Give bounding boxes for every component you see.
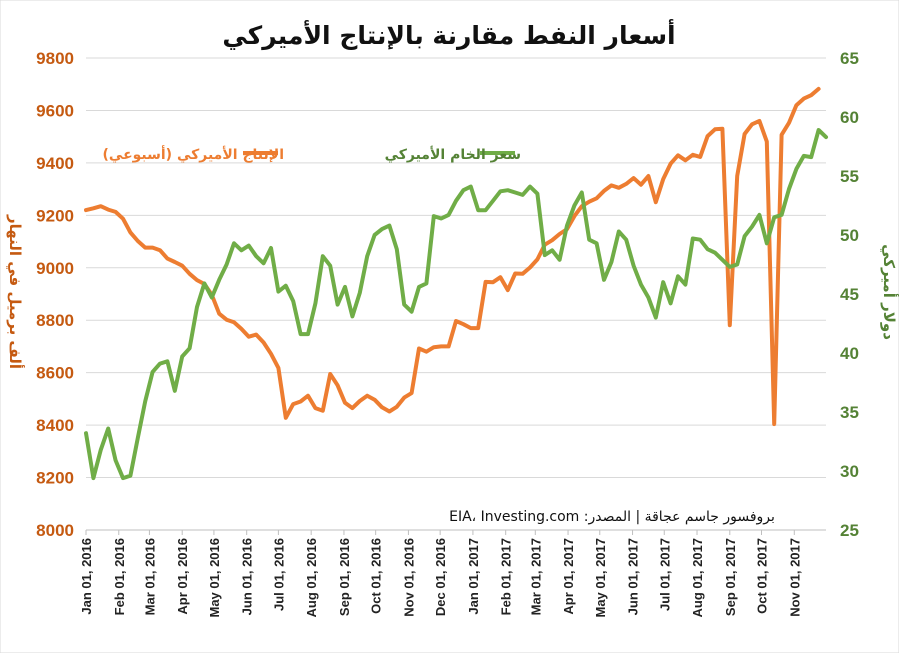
x-tick-label: Mar 01, 2017 <box>528 538 543 615</box>
x-tick-label: May 01, 2016 <box>207 538 222 618</box>
legend-production-label: الإنتاج الأميركي (أسبوعي) <box>103 145 285 163</box>
left-tick-label: 8000 <box>36 521 74 540</box>
x-tick-label: Sep 01, 2016 <box>337 538 352 616</box>
x-tick-label: Jul 01, 2017 <box>657 538 672 611</box>
legend-price: سعر الخام الأميركي <box>385 146 521 163</box>
price-series-line <box>84 128 828 481</box>
x-tick-label: Feb 01, 2016 <box>112 538 127 615</box>
chart-title: أسعار النفط مقارنة بالإنتاج الأميركي <box>222 19 675 51</box>
x-tick-label: May 01, 2017 <box>593 538 608 618</box>
right-tick-label: 35 <box>840 403 859 422</box>
x-tick-label: Feb 01, 2017 <box>499 538 514 615</box>
x-tick-label: Jan 01, 2017 <box>466 538 481 615</box>
left-tick-label: 8600 <box>36 364 74 383</box>
right-tick-label: 60 <box>840 108 859 127</box>
x-tick-label: Sep 01, 2017 <box>723 538 738 616</box>
left-tick-label: 9400 <box>36 154 74 173</box>
x-tick-label: Apr 01, 2017 <box>561 538 576 615</box>
left-axis-ticks: 8000 8200 8400 8600 8800 9000 9200 9400 9600 9800 <box>36 49 74 540</box>
x-tick-label: Nov 01, 2016 <box>401 538 416 617</box>
right-tick-label: 45 <box>840 285 859 304</box>
x-tick-label: Jan 01, 2016 <box>79 538 94 615</box>
right-axis-label: دولار أميركي <box>880 244 899 340</box>
left-tick-label: 9800 <box>36 49 74 68</box>
grid-lines <box>86 57 826 479</box>
right-tick-label: 40 <box>840 344 859 363</box>
x-tick-label: Jun 01, 2017 <box>626 538 641 615</box>
left-tick-label: 8800 <box>36 311 74 330</box>
x-tick-label: Nov 01, 2017 <box>787 538 802 617</box>
left-tick-label: 9000 <box>36 259 74 278</box>
right-tick-label: 50 <box>840 226 859 245</box>
series-layer <box>84 86 828 481</box>
x-tick-label: Jul 01, 2016 <box>271 538 286 611</box>
right-tick-label: 30 <box>840 462 859 481</box>
right-tick-label: 65 <box>840 49 859 68</box>
left-tick-label: 8400 <box>36 416 74 435</box>
source-note: بروفسور جاسم عجاقة | المصدر: EIA، Invest… <box>449 509 775 525</box>
x-axis-ticks: Jan 01, 2016 Feb 01, 2016 Mar 01, 2016 Apr … <box>79 530 802 618</box>
left-tick-label: 9600 <box>36 101 74 120</box>
right-tick-label: 55 <box>840 167 859 186</box>
right-axis-ticks: 25 30 35 40 45 50 55 60 65 <box>840 49 859 540</box>
x-tick-label: Aug 01, 2016 <box>304 538 319 618</box>
left-tick-label: 9200 <box>36 206 74 225</box>
left-tick-label: 8200 <box>36 469 74 488</box>
x-tick-label: Aug 01, 2017 <box>690 538 705 618</box>
legend-production: الإنتاج الأميركي (أسبوعي) <box>103 145 285 163</box>
x-tick-label: Dec 01, 2016 <box>433 538 448 616</box>
x-tick-label: Apr 01, 2016 <box>175 538 190 615</box>
x-tick-label: Oct 01, 2016 <box>369 538 384 614</box>
legend-price-label: سعر الخام الأميركي <box>385 146 521 163</box>
x-tick-label: Jun 01, 2016 <box>240 538 255 615</box>
x-tick-label: Mar 01, 2016 <box>142 538 157 615</box>
x-tick-label: Oct 01, 2017 <box>755 538 770 614</box>
left-axis-label: ألف برميل في النهار <box>6 214 25 369</box>
right-tick-label: 25 <box>840 521 859 540</box>
